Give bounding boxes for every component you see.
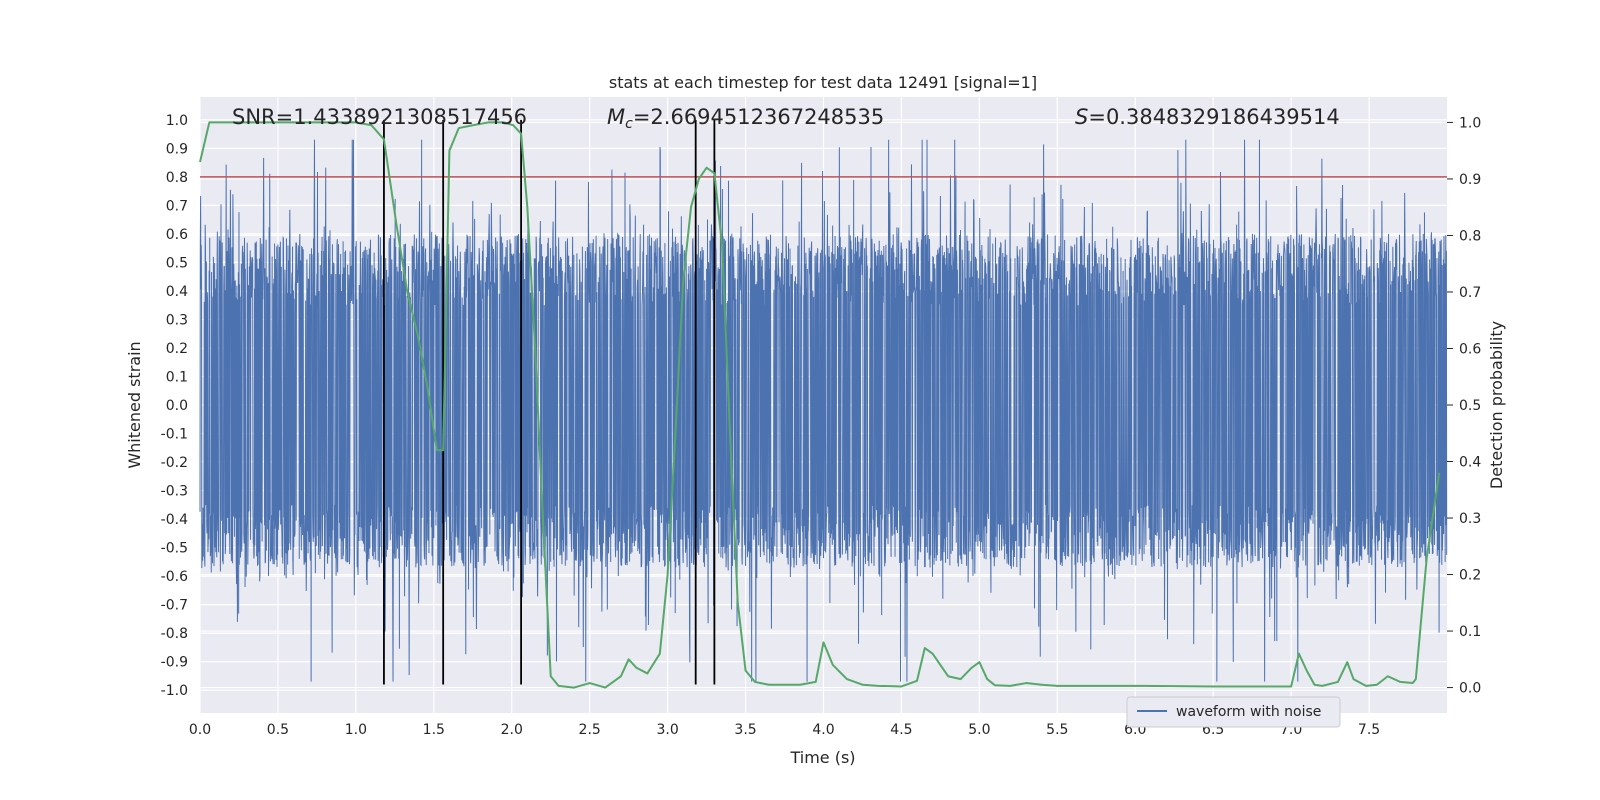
y-tick-label: 0.1 xyxy=(166,369,188,385)
x-tick-label: 7.5 xyxy=(1358,722,1380,738)
y-tick-label: 1.0 xyxy=(166,113,188,129)
y-tick-label: -0.2 xyxy=(161,455,188,471)
x-tick-label: 2.5 xyxy=(579,722,601,738)
y-tick-label: 0.2 xyxy=(166,341,188,357)
x-tick-label: 3.0 xyxy=(656,722,678,738)
chirp-mass-symbol: M xyxy=(607,105,625,129)
score-annotation: S=0.3848329186439514 xyxy=(1075,105,1340,129)
y2-tick-label: 0.3 xyxy=(1459,511,1481,527)
x-axis-label: Time (s) xyxy=(789,748,855,767)
y2-tick-label: 0.7 xyxy=(1459,285,1481,301)
x-tick-label: 1.0 xyxy=(345,722,367,738)
y-tick-label: 0.3 xyxy=(166,312,188,328)
y-tick-label: -0.1 xyxy=(161,427,188,443)
x-tick-label: 0.0 xyxy=(189,722,211,738)
x-tick-label: 2.0 xyxy=(501,722,523,738)
waveform-series xyxy=(199,139,1448,682)
y2-tick-label: 0.4 xyxy=(1459,455,1481,471)
y2-axis-label: Detection probability xyxy=(1487,321,1506,489)
x-tick-label: 5.0 xyxy=(968,722,990,738)
y-tick-label: 0.4 xyxy=(166,284,188,300)
axis-ticks: 0.0 0.5 1.0 1.5 2.0 2.5 3.0 3.5 4.0 4.5 5.0 5.5 6.0 6… xyxy=(161,113,1482,738)
y-tick-label: 0.9 xyxy=(166,141,188,157)
x-tick-label: 3.5 xyxy=(734,722,756,738)
snr-annotation: SNR=1.4338921308517456 xyxy=(232,105,527,129)
y-tick-label: -1.0 xyxy=(161,683,188,699)
y-tick-label: 0.5 xyxy=(166,255,188,271)
chirp-mass-value: =2.6694512367248535 xyxy=(633,105,884,129)
y2-tick-label: 0.0 xyxy=(1459,681,1481,697)
peak-markers xyxy=(383,119,716,685)
y2-tick-label: 0.5 xyxy=(1459,398,1481,414)
y2-tick-label: 0.6 xyxy=(1459,341,1481,357)
x-tick-label: 1.5 xyxy=(423,722,445,738)
score-symbol: S xyxy=(1075,105,1088,129)
y-tick-label: -0.9 xyxy=(161,655,188,671)
y2-tick-label: 0.8 xyxy=(1459,228,1481,244)
waveform-line xyxy=(199,139,1448,682)
chirp-mass-annotation: Mc=2.6694512367248535 xyxy=(607,105,884,132)
chart-title: stats at each timestep for test data 124… xyxy=(609,73,1037,92)
y-axis-label: Whitened strain xyxy=(125,341,144,468)
y2-tick-label: 1.0 xyxy=(1459,115,1481,131)
x-tick-label: 0.5 xyxy=(267,722,289,738)
y-tick-label: -0.6 xyxy=(161,569,188,585)
legend-label: waveform with noise xyxy=(1176,704,1321,720)
y2-tick-label: 0.2 xyxy=(1459,568,1481,584)
y-tick-label: 0.7 xyxy=(166,198,188,214)
y-tick-label: -0.7 xyxy=(161,598,188,614)
y-tick-label: 0.0 xyxy=(166,398,188,414)
score-value: =0.3848329186439514 xyxy=(1088,105,1339,129)
y-tick-label: -0.3 xyxy=(161,484,188,500)
y-tick-label: -0.5 xyxy=(161,541,188,557)
x-tick-label: 4.5 xyxy=(890,722,912,738)
x-tick-label: 5.5 xyxy=(1046,722,1068,738)
y2-tick-label: 0.1 xyxy=(1459,624,1481,640)
probability-series xyxy=(199,121,1441,689)
chirp-mass-subscript: c xyxy=(625,116,633,132)
legend-box xyxy=(1126,696,1341,728)
y-tick-label: 0.8 xyxy=(166,170,188,186)
y-tick-label: 0.6 xyxy=(166,227,188,243)
x-tick-label: 4.0 xyxy=(812,722,834,738)
y2-tick-label: 0.9 xyxy=(1459,172,1481,188)
y-tick-label: -0.4 xyxy=(161,512,188,528)
legend: waveform with noise xyxy=(1126,696,1341,728)
y-tick-label: -0.8 xyxy=(161,626,188,642)
probability-line xyxy=(199,121,1441,689)
